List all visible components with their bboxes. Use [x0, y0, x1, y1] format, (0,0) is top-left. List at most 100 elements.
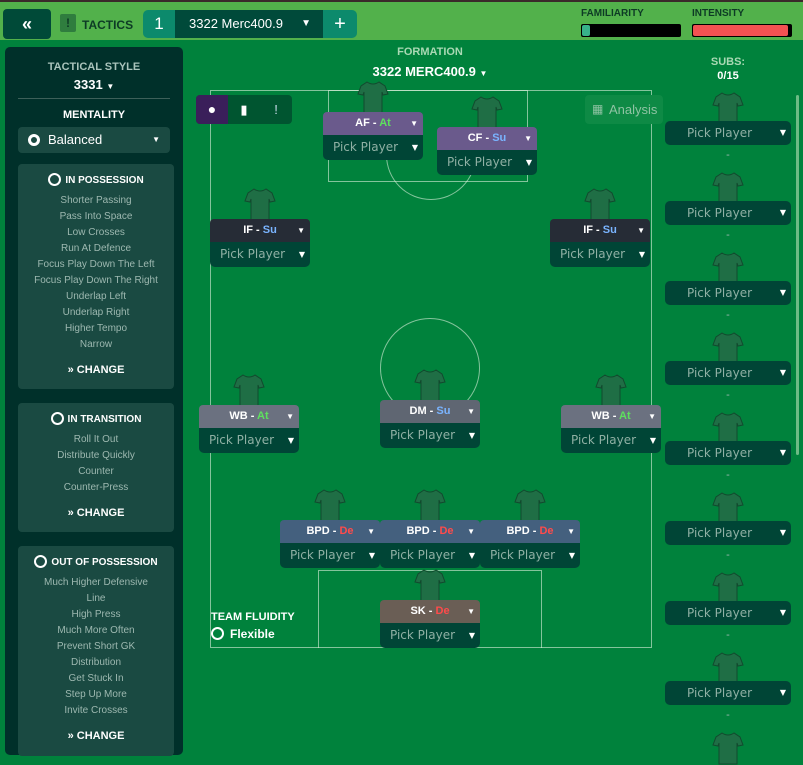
pick-player-dropdown[interactable]: Pick Player ▼	[561, 428, 661, 453]
sub-pick-player-dropdown[interactable]: Pick Player ▼	[665, 521, 791, 545]
role-dropdown[interactable]: BPD - De ▼	[280, 520, 380, 543]
pick-player-label: Pick Player	[560, 247, 626, 261]
instruction-item: Narrow	[79, 339, 113, 350]
subs-label: SUBS:	[710, 56, 746, 68]
shirt-icon	[712, 92, 744, 125]
pick-player-dropdown[interactable]: Pick Player ▼	[210, 242, 310, 267]
analysis-label: Analysis	[609, 102, 658, 117]
chevron-down-icon: ▼	[106, 82, 115, 91]
target-icon	[211, 627, 224, 640]
shirt-icon	[712, 412, 744, 445]
section-icon	[34, 555, 48, 568]
role-dropdown[interactable]: BPD - De ▼	[480, 520, 580, 543]
change-button[interactable]: » CHANGE	[18, 363, 174, 377]
change-button[interactable]: » CHANGE	[18, 506, 174, 520]
tactic-number[interactable]: 1	[154, 14, 164, 33]
pick-player-dropdown[interactable]: Pick Player ▼	[380, 543, 480, 568]
shirt-icon	[357, 81, 389, 114]
stats-view-button[interactable]: ▮	[228, 95, 260, 124]
pick-player-dropdown[interactable]: Pick Player ▼	[437, 150, 537, 175]
shirt-icon	[712, 332, 744, 365]
tactical-style-dropdown[interactable]: 3331 ▼	[5, 77, 183, 94]
pick-player-dropdown[interactable]: Pick Player ▼	[199, 428, 299, 453]
role-dropdown[interactable]: IF - Su ▼	[550, 219, 650, 242]
sub-pick-player-dropdown[interactable]: Pick Player ▼	[665, 441, 791, 465]
sub-pick-player-dropdown[interactable]: Pick Player ▼	[665, 681, 791, 705]
role-dropdown[interactable]: WB - At ▼	[561, 405, 661, 428]
intensity-fill	[693, 25, 789, 36]
pick-player-label: Pick Player	[687, 686, 753, 700]
section-title: IN POSSESSION	[65, 175, 144, 186]
tactic-name-dropdown[interactable]: 3322 Merc400.9 ▼	[175, 10, 323, 38]
player-view-button[interactable]: ●	[196, 95, 228, 124]
role-dropdown[interactable]: DM - Su ▼	[380, 400, 480, 423]
pick-player-label: Pick Player	[220, 247, 286, 261]
role-dropdown[interactable]: AF - At ▼	[323, 112, 423, 135]
mentality-icon	[28, 134, 40, 146]
sub-pick-player-dropdown[interactable]: Pick Player ▼	[665, 281, 791, 305]
role-dropdown[interactable]: IF - Su ▼	[210, 219, 310, 242]
role-label: SK	[410, 605, 426, 617]
sub-pick-player-dropdown[interactable]: Pick Player ▼	[665, 361, 791, 385]
instruction-item: Invite Crosses	[64, 705, 128, 716]
role-label: DM	[409, 405, 427, 417]
familiarity-bar[interactable]	[581, 24, 681, 37]
instruction-item: Shorter Passing	[60, 195, 132, 206]
position-card: BPD - De ▼ Pick Player ▼	[280, 520, 380, 568]
role-dropdown[interactable]: SK - De ▼	[380, 600, 480, 623]
shirt-icon	[471, 96, 503, 129]
formation-dropdown[interactable]: 3322 MERC400.9 ▼	[330, 64, 530, 81]
role-dropdown[interactable]: WB - At ▼	[199, 405, 299, 428]
caret-down-icon: ▼	[411, 143, 418, 152]
pick-player-label: Pick Player	[447, 155, 513, 169]
pick-player-dropdown[interactable]: Pick Player ▼	[280, 543, 380, 568]
caret-down-icon: ▼	[468, 551, 475, 560]
change-label: CHANGE	[76, 364, 125, 376]
duty-label: Su	[602, 224, 617, 236]
sub-empty-indicator: -	[726, 709, 730, 721]
pick-player-dropdown[interactable]: Pick Player ▼	[550, 242, 650, 267]
pick-player-label: Pick Player	[687, 126, 753, 140]
sub-pick-player-dropdown[interactable]: Pick Player ▼	[665, 201, 791, 225]
team-fluidity-value[interactable]: Flexible	[211, 626, 371, 643]
instruction-item: Much More Often	[57, 625, 135, 636]
pick-player-dropdown[interactable]: Pick Player ▼	[480, 543, 580, 568]
pick-player-dropdown[interactable]: Pick Player ▼	[323, 135, 423, 160]
shirt-icon	[514, 489, 546, 522]
add-tactic-button[interactable]: +	[334, 13, 346, 35]
instruction-item: Distribute Quickly	[57, 450, 135, 461]
tactic-selector[interactable]: 1 3322 Merc400.9 ▼ +	[143, 10, 357, 38]
caret-down-icon: ▼	[649, 436, 656, 445]
shirt-icon	[244, 188, 276, 221]
pick-player-label: Pick Player	[290, 548, 356, 562]
top-bar: « ! TACTICS 1 3322 Merc400.9 ▼ + FAMILIAR…	[0, 0, 803, 40]
pick-player-dropdown[interactable]: Pick Player ▼	[380, 423, 480, 448]
tactical-style-value: 3331	[73, 77, 103, 92]
subs-scrollbar[interactable]	[796, 95, 799, 455]
tactic-instructions-panel: TACTICAL STYLE 3331 ▼ MENTALITY Balanced…	[5, 47, 183, 756]
shirt-icon	[314, 489, 346, 522]
pick-player-dropdown[interactable]: Pick Player ▼	[380, 623, 480, 648]
role-label: BPD	[406, 525, 430, 537]
sub-pick-player-dropdown[interactable]: Pick Player ▼	[665, 601, 791, 625]
role-label: IF	[583, 224, 593, 236]
role-dropdown[interactable]: BPD - De ▼	[380, 520, 480, 543]
change-button[interactable]: » CHANGE	[18, 729, 174, 743]
analysis-button[interactable]: ▦ Analysis	[585, 95, 663, 124]
pick-player-label: Pick Player	[390, 628, 456, 642]
position-card: AF - At ▼ Pick Player ▼	[323, 112, 423, 160]
mentality-dropdown[interactable]: Balanced ▼	[18, 127, 170, 153]
duty-label: At	[619, 410, 631, 422]
pick-player-label: Pick Player	[209, 433, 275, 447]
role-dropdown[interactable]: CF - Su ▼	[437, 127, 537, 150]
back-button[interactable]: «	[3, 9, 51, 39]
pick-player-label: Pick Player	[490, 548, 556, 562]
tactics-view-button[interactable]: !	[260, 95, 292, 124]
sub-pick-player-dropdown[interactable]: Pick Player ▼	[665, 121, 791, 145]
caret-down-icon: ▼	[568, 551, 575, 560]
intensity-bar[interactable]	[692, 24, 792, 37]
sub-empty-indicator: -	[726, 309, 730, 321]
instruction-item: High Press	[71, 609, 121, 620]
caret-down-icon: ▼	[368, 551, 375, 560]
formation-label: FORMATION	[397, 46, 463, 58]
